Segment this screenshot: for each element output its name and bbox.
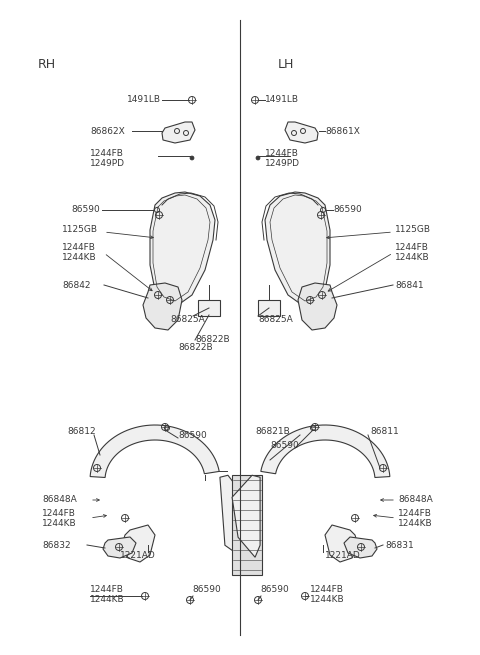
Polygon shape (103, 537, 136, 558)
Polygon shape (265, 192, 330, 305)
Text: 86821B: 86821B (255, 428, 290, 436)
Text: 86848A: 86848A (42, 495, 77, 504)
Text: 86831: 86831 (385, 540, 414, 550)
Text: 1221AD: 1221AD (325, 550, 361, 559)
Text: 86825A: 86825A (170, 316, 205, 324)
Text: 86848A: 86848A (398, 495, 433, 504)
Polygon shape (258, 300, 280, 316)
Text: 86811: 86811 (370, 428, 399, 436)
Text: 1244FB: 1244FB (42, 508, 76, 517)
Text: 1125GB: 1125GB (395, 225, 431, 234)
Text: 1244KB: 1244KB (90, 595, 125, 605)
Text: 86590: 86590 (270, 441, 299, 449)
Text: 1244KB: 1244KB (310, 595, 345, 605)
Text: 1221AD: 1221AD (120, 550, 156, 559)
Text: 1244KB: 1244KB (62, 253, 96, 263)
Text: 1244FB: 1244FB (398, 508, 432, 517)
Text: LH: LH (278, 58, 294, 71)
Polygon shape (344, 537, 377, 558)
Polygon shape (143, 283, 182, 330)
Text: 86842: 86842 (62, 280, 91, 290)
Polygon shape (298, 283, 337, 330)
Text: 86862X: 86862X (90, 126, 125, 136)
Text: RH: RH (38, 58, 56, 71)
Text: 86590: 86590 (71, 206, 100, 214)
Text: 1491LB: 1491LB (265, 96, 299, 105)
Text: 86590: 86590 (192, 586, 221, 595)
Circle shape (190, 156, 194, 160)
Polygon shape (261, 425, 390, 477)
Text: 1244FB: 1244FB (310, 586, 344, 595)
Polygon shape (122, 525, 155, 562)
Polygon shape (232, 476, 260, 557)
Text: 1244FB: 1244FB (90, 586, 124, 595)
Text: 86590: 86590 (260, 586, 289, 595)
Text: 1249PD: 1249PD (265, 159, 300, 168)
Text: 86832: 86832 (42, 540, 71, 550)
Polygon shape (325, 525, 358, 562)
Text: 86812: 86812 (67, 428, 96, 436)
Text: 1244KB: 1244KB (42, 519, 77, 527)
Text: 1244FB: 1244FB (265, 149, 299, 157)
Text: 86590: 86590 (333, 206, 362, 214)
Text: 86841: 86841 (395, 280, 424, 290)
Text: 86825A: 86825A (258, 316, 293, 324)
Text: 86822B: 86822B (178, 343, 213, 352)
Polygon shape (198, 300, 220, 316)
Text: 1125GB: 1125GB (62, 225, 98, 234)
Polygon shape (162, 122, 195, 143)
Circle shape (256, 156, 260, 160)
Text: 1244KB: 1244KB (398, 519, 432, 527)
Text: 1244FB: 1244FB (90, 149, 124, 157)
Polygon shape (220, 476, 248, 557)
Text: 1249PD: 1249PD (90, 159, 125, 168)
Text: 1244FB: 1244FB (395, 244, 429, 252)
Text: 1244KB: 1244KB (395, 253, 430, 263)
Polygon shape (232, 476, 262, 575)
Text: 1244FB: 1244FB (62, 244, 96, 252)
Text: 86590: 86590 (178, 430, 207, 440)
Polygon shape (90, 425, 219, 477)
Text: 86861X: 86861X (325, 126, 360, 136)
Text: 86822B: 86822B (195, 335, 229, 345)
Text: 1491LB: 1491LB (127, 96, 161, 105)
Polygon shape (150, 192, 215, 305)
Polygon shape (285, 122, 318, 143)
